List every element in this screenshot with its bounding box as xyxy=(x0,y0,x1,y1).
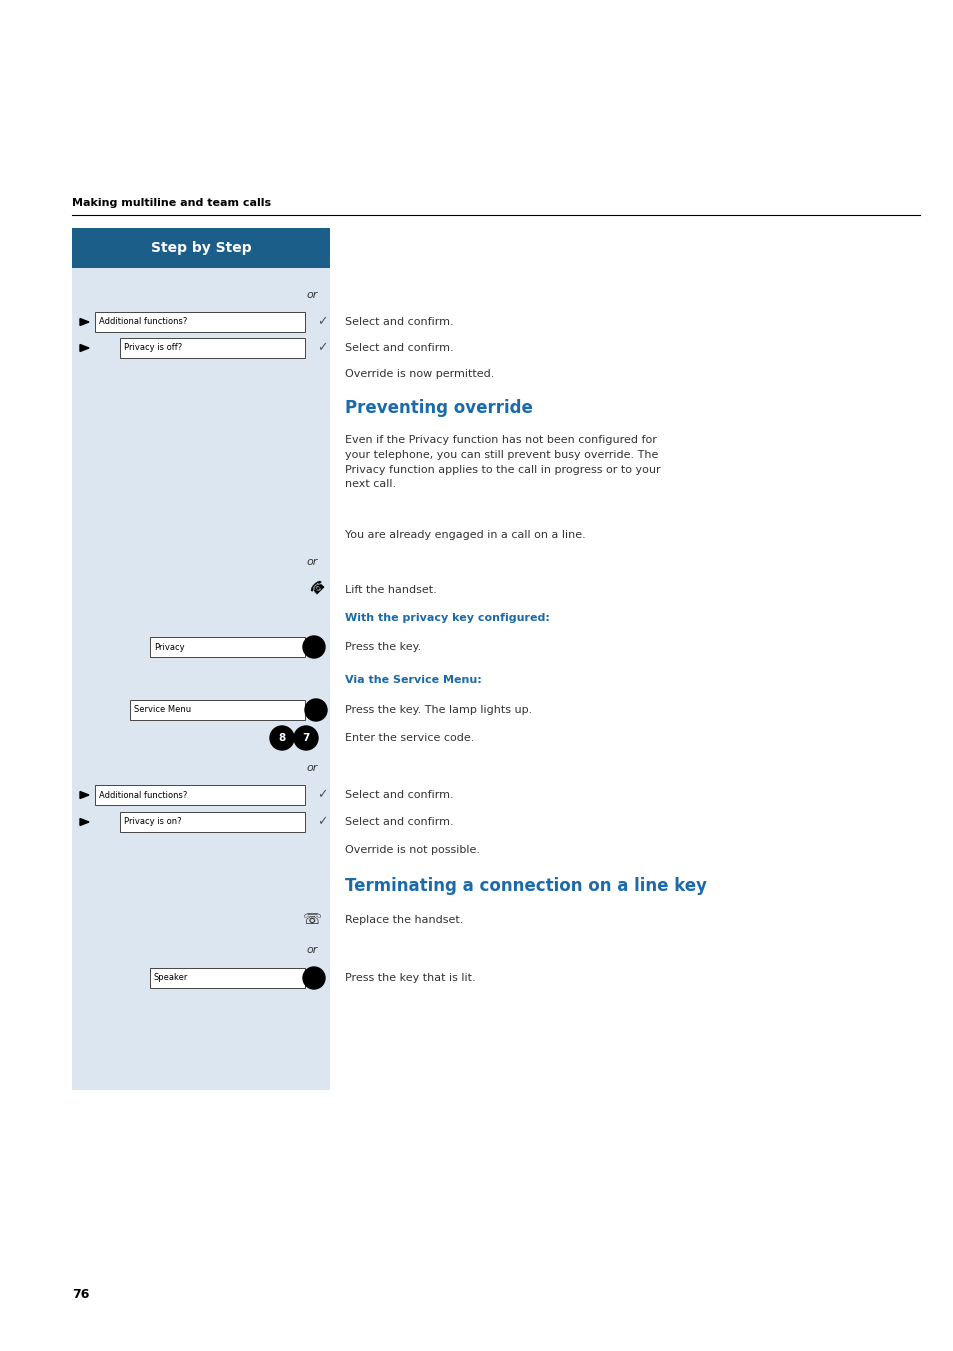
Text: Press the key.: Press the key. xyxy=(345,642,421,653)
Text: You are already engaged in a call on a line.: You are already engaged in a call on a l… xyxy=(345,530,585,540)
Text: or: or xyxy=(306,290,317,300)
Text: Privacy is on?: Privacy is on? xyxy=(124,817,181,827)
Circle shape xyxy=(294,725,317,750)
Text: Step by Step: Step by Step xyxy=(151,240,251,255)
Text: ✓: ✓ xyxy=(316,816,327,828)
Text: Additional functions?: Additional functions? xyxy=(99,790,187,800)
Text: With the privacy key configured:: With the privacy key configured: xyxy=(345,613,549,623)
Text: Privacy is off?: Privacy is off? xyxy=(124,343,182,353)
Bar xyxy=(150,969,305,988)
Bar xyxy=(150,638,305,657)
Text: Additional functions?: Additional functions? xyxy=(99,317,187,327)
Text: Terminating a connection on a line key: Terminating a connection on a line key xyxy=(345,877,706,894)
Polygon shape xyxy=(80,792,89,798)
Text: ☎: ☎ xyxy=(308,578,328,598)
Polygon shape xyxy=(80,819,89,825)
Text: Select and confirm.: Select and confirm. xyxy=(345,817,453,827)
Bar xyxy=(120,812,305,832)
Bar xyxy=(95,785,305,805)
Circle shape xyxy=(303,967,325,989)
Text: Override is now permitted.: Override is now permitted. xyxy=(345,369,494,380)
Text: Even if the Privacy function has not been configured for
your telephone, you can: Even if the Privacy function has not bee… xyxy=(345,435,659,489)
Text: ☏: ☏ xyxy=(302,912,321,928)
Text: Press the key that is lit.: Press the key that is lit. xyxy=(345,973,476,984)
Text: 8: 8 xyxy=(278,734,285,743)
Text: ✓: ✓ xyxy=(316,316,327,328)
Text: Select and confirm.: Select and confirm. xyxy=(345,790,453,800)
Text: Speaker: Speaker xyxy=(153,974,188,982)
Bar xyxy=(95,312,305,332)
Text: or: or xyxy=(306,557,317,567)
Bar xyxy=(130,700,305,720)
Bar xyxy=(71,228,330,1090)
Text: Override is not possible.: Override is not possible. xyxy=(345,844,479,855)
Text: Privacy: Privacy xyxy=(153,643,185,651)
Bar xyxy=(120,338,305,358)
Text: Preventing override: Preventing override xyxy=(345,399,533,417)
Text: ↗: ↗ xyxy=(312,585,321,594)
Text: Service Menu: Service Menu xyxy=(133,705,191,715)
Bar xyxy=(71,228,330,267)
Text: or: or xyxy=(306,944,317,955)
Text: 76: 76 xyxy=(71,1289,90,1301)
Text: Lift the handset.: Lift the handset. xyxy=(345,585,436,594)
Text: ✓: ✓ xyxy=(316,789,327,801)
Text: Select and confirm.: Select and confirm. xyxy=(345,343,453,353)
Circle shape xyxy=(270,725,294,750)
Text: Making multiline and team calls: Making multiline and team calls xyxy=(71,199,271,208)
Text: ✓: ✓ xyxy=(316,342,327,354)
Text: Replace the handset.: Replace the handset. xyxy=(345,915,463,925)
Polygon shape xyxy=(80,319,89,326)
Circle shape xyxy=(305,698,327,721)
Text: Via the Service Menu:: Via the Service Menu: xyxy=(345,676,481,685)
Text: Enter the service code.: Enter the service code. xyxy=(345,734,474,743)
Text: Press the key. The lamp lights up.: Press the key. The lamp lights up. xyxy=(345,705,532,715)
Circle shape xyxy=(303,636,325,658)
Polygon shape xyxy=(80,345,89,351)
Text: or: or xyxy=(306,763,317,773)
Text: Select and confirm.: Select and confirm. xyxy=(345,317,453,327)
Text: 7: 7 xyxy=(302,734,310,743)
